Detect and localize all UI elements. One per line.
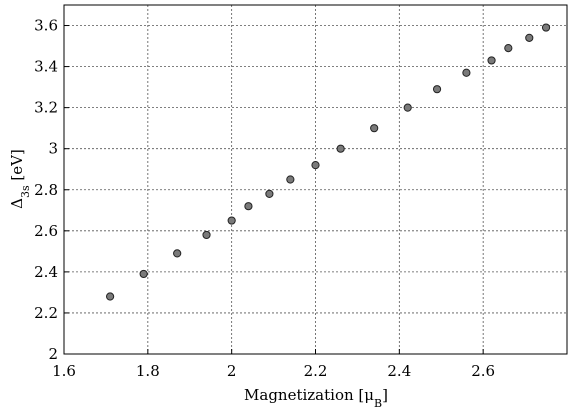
data-point [265, 189, 274, 198]
y-axis-label: Δ3s [eV] [8, 149, 32, 209]
data-point [336, 144, 345, 153]
data-point [173, 249, 182, 258]
data-point [432, 85, 442, 94]
data-point [370, 124, 379, 133]
x-tick-label: 2.4 [387, 362, 411, 380]
data-point [286, 175, 295, 184]
data-point [202, 230, 211, 240]
data-point [106, 292, 115, 301]
plot-frame [63, 4, 568, 355]
data-points [106, 23, 551, 301]
y-tick-label: 2.2 [34, 304, 58, 322]
data-point [541, 23, 551, 32]
y-tick-label: 3 [48, 140, 58, 158]
y-tick-label: 2 [48, 345, 58, 363]
y-tick-label: 2.6 [34, 222, 58, 240]
data-point [462, 68, 471, 77]
x-tick-label: 2 [227, 362, 237, 380]
data-point [504, 44, 513, 53]
y-tick-label: 3.6 [34, 17, 58, 35]
y-tick-label: 3.2 [34, 99, 58, 117]
x-tick-label: 2.2 [304, 362, 328, 380]
y-tick-label: 2.4 [34, 263, 58, 281]
y-tick-labels: 2 2.2 2.4 2.6 2.8 3 3.2 3.4 3.6 [34, 17, 58, 363]
data-point [525, 33, 534, 42]
data-point [487, 56, 496, 65]
data-point [139, 269, 148, 279]
data-point [311, 161, 320, 170]
tick-marks [63, 25, 484, 355]
x-axis-label: Magnetization [μB] [244, 386, 388, 409]
y-tick-label: 3.4 [34, 58, 58, 76]
data-point [244, 202, 253, 211]
x-tick-label: 1.6 [52, 362, 76, 380]
x-tick-label: 1.8 [136, 362, 160, 380]
data-point [403, 103, 412, 112]
x-tick-labels: 1.6 1.8 2 2.2 2.4 2.6 [52, 362, 495, 380]
x-tick-label: 2.6 [471, 362, 495, 380]
y-tick-label: 2.8 [34, 181, 58, 199]
data-point [227, 216, 236, 225]
